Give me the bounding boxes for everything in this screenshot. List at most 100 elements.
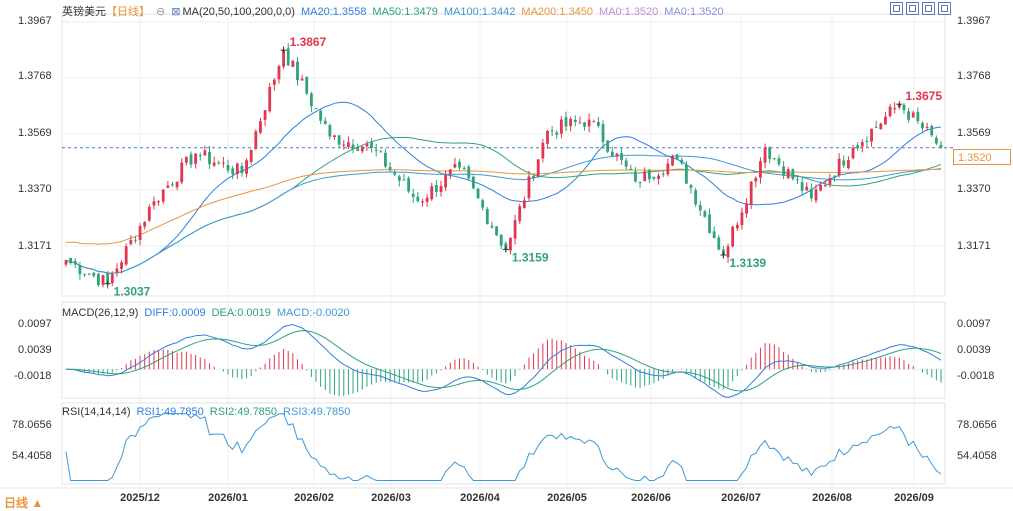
candle-up [235,163,239,175]
candle-up [425,197,429,202]
candle-down [314,108,318,110]
candle-up [115,268,119,273]
candle-up [110,274,114,284]
candle-down [583,122,586,127]
price-axis-label-right: 1.3967 [957,15,991,27]
candle-down [462,168,466,170]
candle-down [92,272,96,276]
period-label[interactable]: 【日线】 [106,6,150,18]
candle-down [833,175,836,177]
candle-down [309,93,313,107]
candle-up [847,160,850,169]
candle-down [397,176,401,181]
macd-diff: DIFF:0.0009 [144,307,206,319]
candle-down [504,243,508,250]
extreme-price-label: 1.3867 [290,35,327,49]
candle-down [198,155,202,157]
macd-axis-label-right: -0.0018 [957,370,995,382]
candle-down [768,147,772,159]
candle-up [870,128,873,142]
price-axis-label-right: 1.3370 [957,183,991,195]
candle-up [360,146,364,152]
candle-up [513,220,517,239]
rsi-axis-label: 78.0656 [12,419,52,431]
candle-down [782,166,785,176]
candle-up [254,131,258,150]
fullscreen-tool-icon[interactable] [938,2,951,15]
panel-border [61,301,946,399]
x-axis-label: 2026/02 [294,492,334,504]
candle-down [286,48,290,66]
candle-down [809,188,813,199]
indicator-tool-icon[interactable] [922,2,935,15]
candle-down [384,152,387,167]
candle-up [263,110,267,120]
candle-up [522,200,526,208]
candle-up [879,123,883,130]
candle-up [666,163,670,175]
price-axis-label: 1.3569 [18,127,52,139]
candle-up [152,201,156,206]
candle-up [421,201,424,203]
candle-up [166,185,170,188]
main-legend: 英镑美元【日线】 ⊖ ⊠ MA(20,50,100,200,0,0) MA20:1.35… [62,3,730,19]
candle-down [499,234,503,246]
close-circle-icon[interactable]: ⊖ [156,6,166,18]
candle-up [546,130,549,144]
candle-down [323,120,327,124]
panel-border [61,402,946,485]
candle-down [490,225,494,228]
candle-down [97,273,100,286]
crosshair-tool-icon[interactable] [890,2,903,15]
candle-down [555,132,559,135]
candle-down [305,76,309,94]
candle-up [759,161,762,178]
candle-down [791,169,795,179]
price-axis-label-right: 1.3768 [957,70,991,82]
current-price-tag: 1.3520 [953,149,1011,165]
candle-up [615,153,619,156]
candle-up [828,178,832,185]
macd-value: MACD:-0.0020 [276,307,350,319]
candle-down [78,265,82,275]
candle-up [731,226,735,247]
candle-down [495,226,498,236]
candle-down [842,160,846,166]
candle-up [925,126,929,128]
candle-down [564,117,568,127]
candle-up [212,162,216,166]
candle-down [606,140,610,152]
zoom-tool-icon[interactable] [906,2,919,15]
price-axis-label-right: 1.3569 [957,127,991,139]
candle-down [134,239,137,241]
ma100-line [65,154,942,274]
candle-up [726,246,730,258]
extreme-price-label: 1.3037 [114,285,151,299]
price-axis-label: 1.3171 [18,240,52,252]
candle-down [865,140,869,142]
candle-up [430,186,434,200]
rsi-panel [65,413,942,481]
candle-down [703,211,707,217]
candle-down [796,179,799,181]
macd-axis-label-right: 0.0039 [957,344,991,356]
candle-up [439,186,443,192]
ma-settings-icon[interactable]: ⊠ [171,6,181,18]
candle-down [416,196,420,202]
candle-down [481,200,485,208]
candle-down [634,171,637,182]
candle-down [684,164,688,184]
x-axis-label: 2026/04 [460,492,500,504]
candle-down [921,122,924,129]
candle-down [601,124,605,142]
candle-down [874,126,878,128]
candle-up [643,171,647,182]
x-axis-label: 2026/06 [631,492,671,504]
extreme-price-label: 1.3159 [512,250,549,264]
grid-lines [0,13,1013,489]
candle-up [282,50,285,67]
moving-average-lines [65,101,942,274]
candle-down [532,175,535,179]
candle-up [249,149,253,162]
period-switch-button[interactable]: 日线 ▲ [4,496,44,510]
